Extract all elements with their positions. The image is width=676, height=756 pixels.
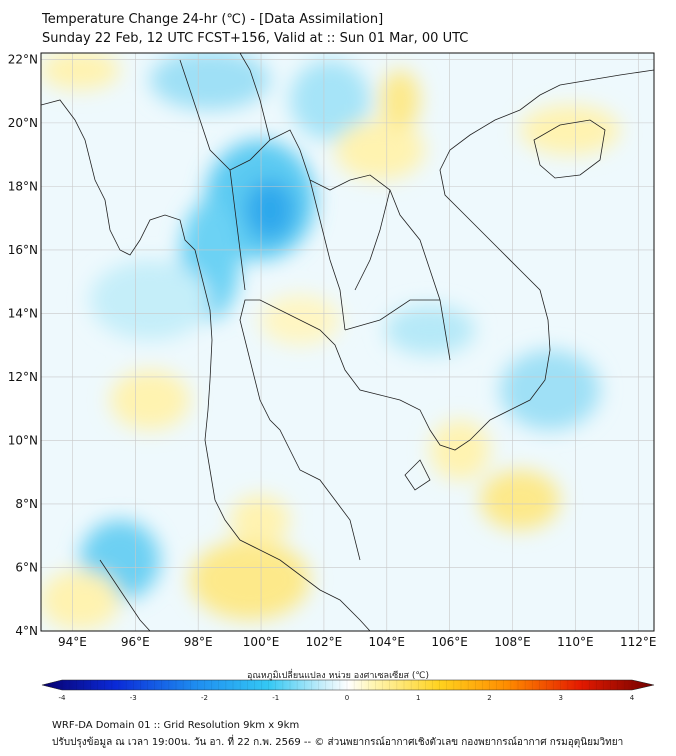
latitude-tick-label: 20°N <box>8 116 38 130</box>
colorbar-bar <box>41 679 655 691</box>
latitude-labels: 22°N 20°N 18°N 16°N 14°N 12°N 10°N 8°N 6°N 4°N <box>8 52 38 638</box>
colorbar-tick-label: 0 <box>345 694 349 700</box>
latitude-tick-label: 14°N <box>8 306 38 320</box>
latitude-tick-label: 6°N <box>15 560 38 574</box>
longitude-tick-label: 98°E <box>184 635 213 649</box>
colorbar-tick-label: 2 <box>487 694 491 700</box>
latitude-tick-label: 16°N <box>8 243 38 257</box>
longitude-tick-label: 108°E <box>494 635 531 649</box>
colorbar-tick-label: -1 <box>272 694 279 700</box>
temperature-field <box>41 53 654 631</box>
map-frame <box>40 52 655 632</box>
colorbar-tick-label: 1 <box>416 694 420 700</box>
longitude-tick-label: 112°E <box>620 635 657 649</box>
footer-credit: ปรับปรุงข้อมูล ณ เวลา 19:00น. วัน อา. ที… <box>52 737 624 748</box>
temperature-change-map: 94°E 96°E 98°E 100°E 102°E 104°E 106°E 108°E 110… <box>8 52 657 700</box>
footer-model-info: WRF-DA Domain 01 :: Grid Resolution 9km … <box>52 720 300 731</box>
latitude-tick-label: 22°N <box>8 52 38 66</box>
longitude-tick-label: 100°E <box>243 635 280 649</box>
colorbar-ticks: -4 -3 -2 -1 0 1 2 3 4 <box>59 680 635 700</box>
map-title: Temperature Change 24-hr (℃) - [Data Ass… <box>42 12 384 27</box>
colorbar-tick-label: 3 <box>559 694 563 700</box>
colorbar-tick-label: 4 <box>630 694 635 700</box>
longitude-tick-label: 94°E <box>58 635 87 649</box>
longitude-tick-label: 102°E <box>306 635 343 649</box>
latitude-tick-label: 12°N <box>8 370 38 384</box>
longitude-tick-label: 110°E <box>557 635 594 649</box>
latitude-tick-label: 4°N <box>15 624 38 638</box>
colorbar-tick-label: -2 <box>201 694 208 700</box>
colorbar: -4 -3 -2 -1 0 1 2 3 4 <box>41 679 655 700</box>
longitude-labels: 94°E 96°E 98°E 100°E 102°E 104°E 106°E 108°E 110… <box>58 635 657 649</box>
colorbar-tick-label: -3 <box>130 694 137 700</box>
longitude-tick-label: 96°E <box>121 635 150 649</box>
latitude-tick-label: 8°N <box>15 497 38 511</box>
colorbar-title: อุณหภูมิเปลี่ยนแปลง หน่วย องศาเซลเซียส (… <box>246 671 430 681</box>
coastlines-and-borders <box>41 53 654 631</box>
latitude-tick-label: 10°N <box>8 433 38 447</box>
latitude-tick-label: 18°N <box>8 179 38 193</box>
longitude-tick-label: 106°E <box>431 635 468 649</box>
colorbar-tick-label: -4 <box>59 694 67 700</box>
map-subtitle: Sunday 22 Feb, 12 UTC FCST+156, Valid at… <box>42 31 469 46</box>
longitude-tick-label: 104°E <box>369 635 406 649</box>
